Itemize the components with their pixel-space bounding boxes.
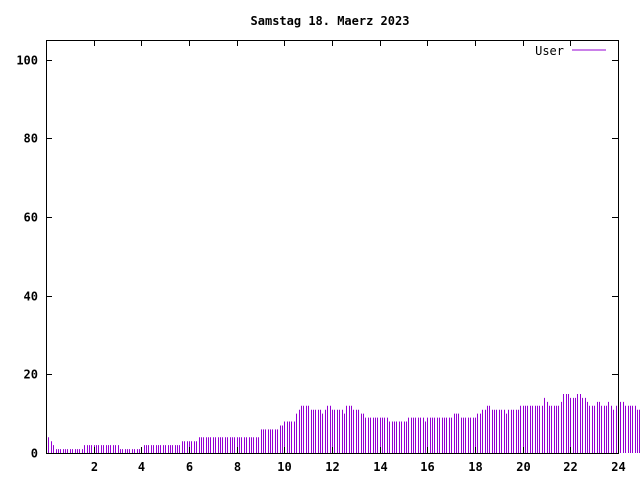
y-tick-label: 0 — [31, 447, 38, 461]
y-tick-label: 20 — [24, 368, 38, 382]
x-tick-label: 6 — [186, 460, 193, 474]
legend: User — [535, 44, 606, 58]
bar-series-user — [46, 394, 640, 453]
y-tick-label: 40 — [24, 290, 38, 304]
x-tick-label: 20 — [516, 460, 530, 474]
x-tick-label: 18 — [468, 460, 482, 474]
chart-title: Samstag 18. Maerz 2023 — [251, 14, 410, 28]
x-tick-label: 14 — [373, 460, 387, 474]
plot-border — [46, 40, 619, 454]
x-tick-label: 12 — [325, 460, 339, 474]
x-tick-label: 4 — [138, 460, 145, 474]
y-tick-label: 80 — [24, 132, 38, 146]
y-tick-label: 100 — [16, 54, 38, 68]
x-tick-label: 24 — [611, 460, 625, 474]
x-tick-label: 8 — [234, 460, 241, 474]
x-tick-label: 10 — [277, 460, 291, 474]
x-tick-label: 2 — [91, 460, 98, 474]
legend-label-user: User — [535, 44, 564, 58]
x-tick-label: 16 — [420, 460, 434, 474]
x-tick-label: 22 — [563, 460, 577, 474]
y-tick-label: 60 — [24, 211, 38, 225]
